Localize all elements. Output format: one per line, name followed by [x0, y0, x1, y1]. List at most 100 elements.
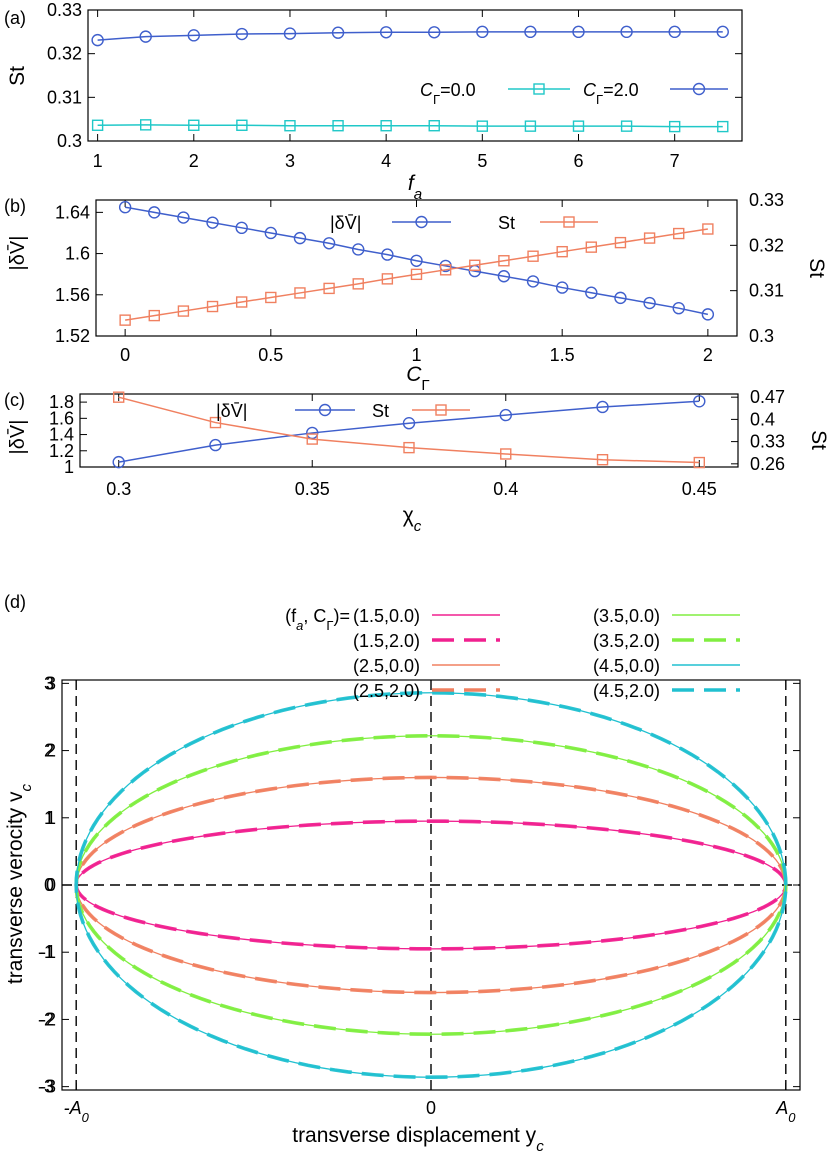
panel-a-series-1-point: [283, 27, 297, 40]
legend-label-1: St: [498, 213, 515, 233]
y-tick-label-right: 0.33: [749, 190, 784, 210]
panel-b-series-0-point: [643, 296, 656, 310]
panel-b-series-1-point: [439, 264, 452, 276]
x-axis-label: CΓ: [406, 363, 430, 394]
panel-b-series-1-point: [177, 305, 190, 317]
x-tick-main: -A: [64, 1098, 82, 1118]
y-axis-label-left-text: |δV̄|: [6, 420, 29, 455]
panel-b-series-1-line: [125, 228, 708, 321]
panel-a-series-1-point: [379, 26, 393, 39]
panel-a-series-1-point: [476, 25, 489, 39]
x-tick-label: 0.3: [106, 479, 131, 499]
panel-b-series-1-point: [643, 232, 656, 244]
panel-b-series-0-point: [614, 291, 627, 305]
x-tick-label: 0.45: [682, 479, 717, 499]
y-tick-label: 1.2: [49, 441, 74, 461]
panel-b-series-1-point: [585, 241, 598, 253]
x-tick-label: 3: [285, 151, 295, 171]
y-tick-label: 2: [44, 741, 54, 761]
legend-header: (fa, CΓ)=: [285, 606, 350, 633]
panel-a-series-1-point: [428, 26, 441, 39]
y-tick-label: 0.33: [47, 0, 82, 20]
panel-a-series-0-point: [476, 120, 489, 132]
panel-b-series-1-point: [381, 273, 394, 285]
x-tick-label: 0.4: [493, 479, 518, 499]
x-tick-label: 0.35: [295, 479, 330, 499]
panel-b-label: (b): [4, 196, 26, 216]
legend-label-0: |δV̄|: [330, 213, 361, 233]
legend-sample-1-marker: [435, 404, 447, 416]
panel-a-series-0-point: [668, 120, 681, 133]
y-label-sub: c: [18, 784, 35, 792]
panel-c-series-1-line: [118, 396, 700, 464]
y-tick-label: 3: [46, 673, 56, 693]
y-label-main: transverse verocity v: [4, 791, 27, 984]
panel-a-series-1-point: [331, 26, 345, 39]
y-tick-label: 1: [46, 808, 56, 828]
x-tick-label: 6: [573, 151, 583, 171]
y-axis-label-right: St: [805, 258, 828, 278]
panel-a-series-1-point: [572, 25, 585, 39]
panel-b-series-1-point: [148, 309, 160, 322]
panel-b-series-0-point: [264, 226, 278, 240]
panel-a-series-0-point: [428, 120, 440, 132]
panel-a-label: (a): [4, 8, 26, 28]
y-axis-label: St: [6, 66, 29, 86]
panel-b-series-1-point: [498, 255, 510, 267]
x-axis-label: fa: [408, 172, 422, 203]
legend-main: C: [583, 80, 597, 100]
panel-b-series-0-point: [701, 308, 715, 321]
panel-a-series-1-point: [620, 25, 633, 39]
panel-b-series-0-point: [148, 206, 161, 219]
panel-b-series-0-point: [381, 248, 394, 261]
y-axis-label: transverse verocity vc: [4, 784, 35, 985]
panel-a-series-1-point: [668, 25, 681, 39]
x-label-sub: c: [414, 518, 422, 535]
x-tick-label: 2: [703, 345, 713, 365]
legend-label-6: (4.5,0.0): [593, 656, 660, 676]
panel-a-series-0-point: [380, 120, 392, 132]
panel-c-frame: [79, 393, 739, 468]
legend-label-5: (3.5,2.0): [593, 631, 660, 651]
x-tick-label: 4: [381, 151, 391, 171]
y-tick-label: -2: [38, 1009, 54, 1029]
y-axis-label-left: |δV̄|: [6, 236, 29, 271]
legend-sample-0-marker: [533, 83, 545, 95]
y-tick-label: 0.31: [47, 87, 82, 107]
panel-a-series-1-point: [139, 30, 152, 43]
y-tick-label-right: 0.4: [750, 409, 775, 429]
x-axis-label: χc: [403, 504, 422, 535]
y-tick-label: 0: [46, 875, 56, 895]
y-tick-label: 1.52: [55, 326, 90, 346]
y-tick-label: 1.64: [55, 202, 90, 222]
legend-label-0: |δV̄|: [216, 401, 247, 421]
panel-b-series-0-point: [410, 254, 423, 267]
panel-a-series-0-point: [140, 119, 152, 131]
legend-label-0: (1.5,0.0): [353, 606, 420, 626]
x-label-main: transverse displacement y: [292, 1124, 536, 1147]
panel-c-series-1-point: [403, 441, 415, 454]
panel-a-series-0-point: [91, 119, 104, 131]
y-tick-label: 1.6: [65, 244, 90, 264]
panel-b-series-0-point: [118, 201, 132, 214]
legend-main: C: [420, 80, 434, 100]
panel-b-series-1-point: [614, 236, 627, 249]
legend-sample-0-marker: [415, 215, 428, 229]
y-axis-label-right: St: [807, 430, 830, 450]
legend-rest: =0.0: [440, 80, 476, 100]
x-tick-label: 0: [120, 345, 130, 365]
panel-b-series-1-point: [410, 268, 423, 281]
panel-a-series-1-point: [524, 25, 537, 39]
x-tick-label: 1: [93, 151, 103, 171]
panel-b-series-1-point: [323, 282, 335, 295]
x-tick-label: 7: [670, 151, 680, 171]
legend-label-2: (2.5,0.0): [353, 656, 420, 676]
x-label-sub: c: [536, 1138, 544, 1152]
y-tick-label: 1.4: [49, 425, 74, 445]
y-tick-label: -3: [38, 1077, 54, 1097]
panel-a-series-1-line: [97, 31, 723, 41]
x-label-main: χ: [403, 504, 414, 527]
x-tick-label: 0.5: [258, 345, 283, 365]
orbit-5: [74, 733, 788, 1037]
panel-c-series-1-point: [306, 433, 318, 445]
